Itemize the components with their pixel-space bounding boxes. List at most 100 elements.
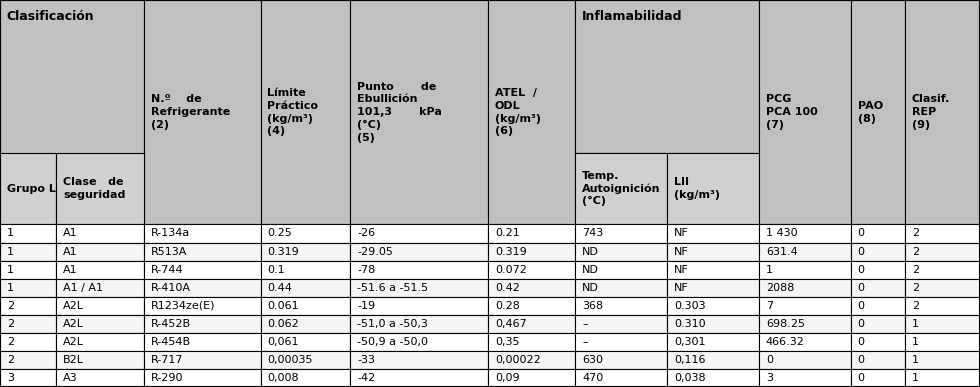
Text: 2: 2 — [7, 301, 14, 311]
Bar — [488, 224, 575, 243]
Bar — [575, 260, 667, 279]
Text: A2L: A2L — [63, 319, 84, 329]
Text: 0.310: 0.310 — [674, 319, 706, 329]
Bar — [667, 243, 759, 260]
Bar — [350, 369, 488, 387]
Text: 0: 0 — [858, 373, 864, 383]
Bar — [488, 351, 575, 369]
Text: 0,061: 0,061 — [268, 337, 299, 347]
Text: -19: -19 — [357, 301, 375, 311]
Text: 0.28: 0.28 — [495, 301, 519, 311]
Text: 2: 2 — [7, 337, 14, 347]
Bar — [350, 260, 488, 279]
Text: 0,008: 0,008 — [268, 373, 299, 383]
Bar — [0, 351, 56, 369]
Text: –: – — [582, 337, 588, 347]
Text: -51,0 a -50,3: -51,0 a -50,3 — [357, 319, 428, 329]
Bar — [575, 351, 667, 369]
Text: 0: 0 — [858, 247, 864, 257]
Text: 0.42: 0.42 — [495, 283, 519, 293]
Text: Clase   de
seguridad: Clase de seguridad — [63, 178, 125, 200]
Bar — [350, 315, 488, 333]
Text: Grupo L: Grupo L — [7, 184, 56, 194]
Text: R-410A: R-410A — [151, 283, 191, 293]
Bar — [851, 297, 905, 315]
Bar — [144, 297, 261, 315]
Bar — [488, 297, 575, 315]
Bar — [488, 279, 575, 297]
Bar — [261, 315, 350, 333]
Bar — [56, 224, 144, 243]
Bar — [261, 279, 350, 297]
Bar — [488, 315, 575, 333]
Bar — [575, 153, 667, 224]
Bar — [905, 369, 980, 387]
Text: 698.25: 698.25 — [765, 319, 805, 329]
Bar — [144, 0, 261, 224]
Text: 2: 2 — [911, 228, 919, 238]
Text: -26: -26 — [357, 228, 375, 238]
Bar — [851, 333, 905, 351]
Text: A2L: A2L — [63, 301, 84, 311]
Bar — [759, 279, 851, 297]
Bar — [575, 0, 759, 153]
Text: 0.303: 0.303 — [674, 301, 706, 311]
Text: 3: 3 — [765, 373, 773, 383]
Text: 470: 470 — [582, 373, 604, 383]
Bar — [0, 315, 56, 333]
Bar — [905, 279, 980, 297]
Bar — [667, 297, 759, 315]
Text: PAO
(8): PAO (8) — [858, 101, 883, 123]
Text: 466.32: 466.32 — [765, 337, 805, 347]
Bar — [575, 279, 667, 297]
Bar — [261, 369, 350, 387]
Text: 1: 1 — [7, 228, 14, 238]
Bar — [488, 333, 575, 351]
Bar — [350, 297, 488, 315]
Text: –: – — [582, 319, 588, 329]
Bar — [144, 369, 261, 387]
Bar — [0, 243, 56, 260]
Bar — [0, 369, 56, 387]
Text: 2: 2 — [7, 319, 14, 329]
Text: 630: 630 — [582, 355, 604, 365]
Bar — [851, 315, 905, 333]
Bar — [350, 279, 488, 297]
Text: 0,038: 0,038 — [674, 373, 706, 383]
Bar — [759, 351, 851, 369]
Bar — [759, 315, 851, 333]
Bar — [905, 260, 980, 279]
Bar — [667, 351, 759, 369]
Text: 2: 2 — [7, 355, 14, 365]
Bar — [0, 333, 56, 351]
Text: 1: 1 — [911, 337, 919, 347]
Text: 0: 0 — [858, 228, 864, 238]
Bar — [851, 243, 905, 260]
Bar — [56, 297, 144, 315]
Bar — [759, 0, 851, 224]
Bar — [759, 224, 851, 243]
Bar — [350, 351, 488, 369]
Text: 7: 7 — [765, 301, 773, 311]
Bar — [261, 0, 350, 224]
Text: 0.319: 0.319 — [495, 247, 526, 257]
Text: 2: 2 — [911, 283, 919, 293]
Text: NF: NF — [674, 283, 689, 293]
Text: 2088: 2088 — [765, 283, 794, 293]
Text: 0,00022: 0,00022 — [495, 355, 541, 365]
Text: NF: NF — [674, 247, 689, 257]
Bar — [759, 260, 851, 279]
Bar — [488, 0, 575, 224]
Bar — [56, 315, 144, 333]
Text: R1234ze(E): R1234ze(E) — [151, 301, 216, 311]
Bar — [350, 0, 488, 224]
Bar — [851, 351, 905, 369]
Text: -78: -78 — [357, 265, 375, 275]
Text: NF: NF — [674, 265, 689, 275]
Bar — [905, 0, 980, 224]
Text: 1: 1 — [911, 319, 919, 329]
Text: Límite
Práctico
(kg/m³)
(4): Límite Práctico (kg/m³) (4) — [268, 88, 318, 137]
Text: 0.319: 0.319 — [268, 247, 299, 257]
Text: -51.6 a -51.5: -51.6 a -51.5 — [357, 283, 428, 293]
Bar — [144, 279, 261, 297]
